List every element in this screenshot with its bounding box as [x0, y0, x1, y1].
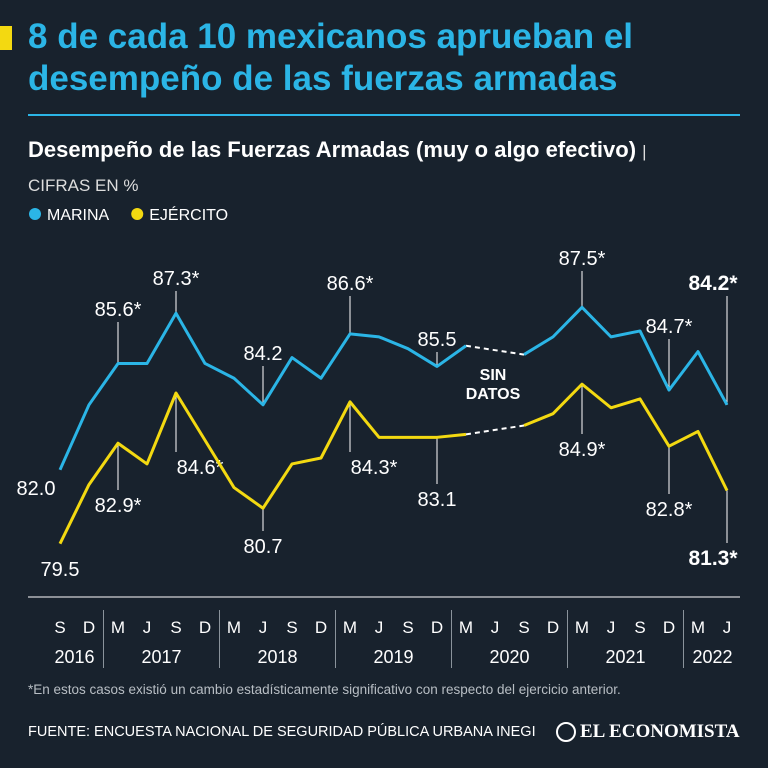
series-line: [58, 305, 729, 471]
x-tick-label: S: [518, 618, 529, 637]
logo: [556, 722, 576, 742]
data-label: 83.1: [418, 489, 457, 511]
data-label: 82.0: [17, 478, 56, 500]
year-label: 2016: [54, 647, 94, 667]
x-tick-label: J: [259, 618, 268, 637]
data-label: 84.3*: [351, 457, 398, 479]
year-label: 2018: [257, 647, 297, 667]
divider: [28, 114, 740, 116]
x-tick-label: S: [634, 618, 645, 637]
data-label: 82.8*: [646, 499, 693, 521]
x-tick-label: D: [431, 618, 443, 637]
year-label: 2017: [141, 647, 181, 667]
subtitle-block: Desempeño de las Fuerzas Armadas (muy o …: [28, 134, 708, 202]
year-label: 2022: [692, 647, 732, 667]
source: FUENTE: ENCUESTA NACIONAL DE SEGURIDAD P…: [28, 724, 536, 740]
gap-connector: [465, 344, 525, 356]
year-label: 2021: [605, 647, 645, 667]
legend-swatch: [29, 208, 41, 220]
data-label: 84.2*: [688, 272, 738, 295]
data-label: 86.6*: [327, 273, 374, 295]
data-label: 84.6*: [177, 457, 224, 479]
footnote: *En estos casos existió un cambio estadí…: [28, 682, 621, 697]
year-label: 2019: [373, 647, 413, 667]
data-label: 81.3*: [688, 547, 738, 570]
x-tick-label: S: [170, 618, 181, 637]
x-tick-label: M: [575, 618, 589, 637]
x-tick-label: J: [491, 618, 500, 637]
data-label: 80.7: [244, 536, 283, 558]
series-line: [58, 382, 729, 545]
data-label: 85.5: [418, 329, 457, 351]
x-tick-label: M: [227, 618, 241, 637]
data-label: 85.6*: [95, 299, 142, 321]
accent-mark: [0, 26, 12, 50]
x-tick-label: S: [402, 618, 413, 637]
data-label: 84.9*: [559, 439, 606, 461]
legend-label: MARINA: [47, 207, 110, 224]
data-label: 87.5*: [559, 248, 606, 270]
legend-swatch: [131, 208, 144, 220]
data-label: 87.3*: [153, 268, 200, 290]
x-tick-label: J: [375, 618, 384, 637]
x-tick-label: M: [459, 618, 473, 637]
x-tick-label: M: [343, 618, 357, 637]
x-tick-label: D: [315, 618, 327, 637]
subtitle: Desempeño de las Fuerzas Armadas (muy o …: [28, 137, 637, 162]
x-tick-label: D: [199, 618, 211, 637]
title: 8 de cada 10 mexicanos aprueban el desem…: [28, 17, 634, 98]
x-tick-label: D: [547, 618, 559, 637]
data-label: 84.7*: [646, 316, 693, 338]
gap-connector: [465, 424, 525, 436]
annotation: SIN DATOS: [460, 366, 526, 404]
data-label: 84.2: [244, 343, 283, 365]
x-tick-label: J: [607, 618, 616, 637]
x-tick-label: M: [111, 618, 125, 637]
x-tick-label: D: [663, 618, 675, 637]
x-tick-label: J: [723, 618, 732, 637]
x-tick-label: S: [286, 618, 297, 637]
x-tick-label: J: [143, 618, 152, 637]
x-tick-label: D: [83, 618, 95, 637]
x-tick-label: M: [691, 618, 705, 637]
data-label: 79.5: [41, 559, 80, 581]
data-label: 82.9*: [95, 495, 142, 517]
unit-label: | CIFRAS EN %: [28, 142, 647, 195]
year-label: 2020: [489, 647, 529, 667]
brand: EL ECONOMISTA: [580, 721, 740, 742]
x-tick-label: S: [54, 618, 65, 637]
legend-label: EJÉRCITO: [149, 205, 228, 224]
